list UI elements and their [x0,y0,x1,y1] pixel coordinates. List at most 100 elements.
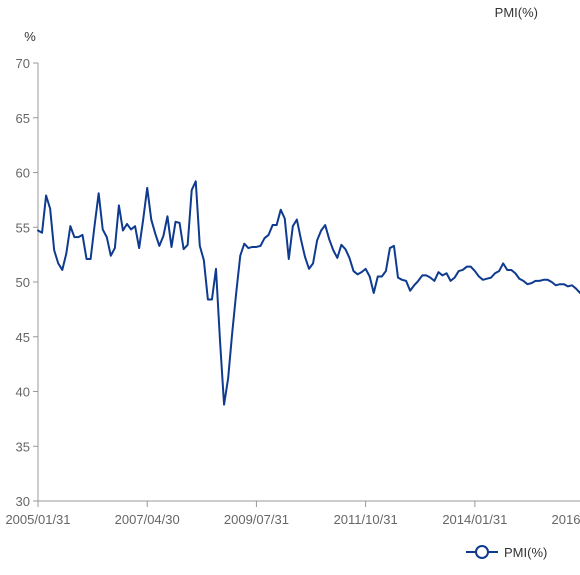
data-point[interactable] [352,270,355,273]
data-point[interactable] [490,276,493,279]
data-point[interactable] [142,218,145,221]
data-point[interactable] [433,279,436,282]
data-point[interactable] [328,238,331,241]
data-point[interactable] [214,267,217,270]
data-point[interactable] [190,189,193,192]
data-point[interactable] [550,281,553,284]
data-point[interactable] [295,218,298,221]
data-point[interactable] [473,270,476,273]
data-point[interactable] [465,265,468,268]
data-point[interactable] [498,270,501,273]
data-point[interactable] [518,277,521,280]
data-point[interactable] [239,254,242,257]
data-point[interactable] [271,224,274,227]
data-point[interactable] [97,192,100,195]
data-point[interactable] [223,403,226,406]
data-point[interactable] [303,255,306,258]
data-point[interactable] [275,224,278,227]
data-point[interactable] [566,285,569,288]
data-point[interactable] [166,215,169,218]
data-point[interactable] [372,291,375,294]
data-point[interactable] [202,259,205,262]
data-point[interactable] [384,270,387,273]
data-point[interactable] [125,222,128,225]
data-point[interactable] [291,225,294,228]
data-point[interactable] [206,298,209,301]
data-point[interactable] [259,244,262,247]
data-point[interactable] [437,271,440,274]
data-point[interactable] [109,254,112,257]
data-point[interactable] [312,262,315,265]
data-point[interactable] [421,274,424,277]
data-point[interactable] [219,340,222,343]
data-point[interactable] [243,242,246,245]
legend[interactable]: PMI(%) [466,545,547,560]
data-point[interactable] [388,247,391,250]
data-point[interactable] [57,262,60,265]
data-point[interactable] [409,289,412,292]
data-point[interactable] [146,186,149,189]
data-point[interactable] [429,276,432,279]
data-point[interactable] [267,233,270,236]
data-point[interactable] [449,279,452,282]
data-point[interactable] [45,194,48,197]
data-point[interactable] [401,278,404,281]
data-point[interactable] [283,217,286,220]
data-point[interactable] [85,258,88,261]
data-point[interactable] [494,272,497,275]
data-point[interactable] [210,298,213,301]
data-point[interactable] [538,279,541,282]
data-point[interactable] [162,235,165,238]
data-point[interactable] [41,231,44,234]
data-point[interactable] [263,237,266,240]
data-point[interactable] [477,275,480,278]
data-point[interactable] [392,244,395,247]
data-point[interactable] [231,332,234,335]
data-point[interactable] [417,279,420,282]
data-point[interactable] [251,245,254,248]
data-point[interactable] [158,244,161,247]
data-point[interactable] [376,275,379,278]
data-point[interactable] [554,284,557,287]
data-point[interactable] [154,232,157,235]
data-point[interactable] [522,279,525,282]
data-point[interactable] [574,287,577,290]
data-point[interactable] [506,268,509,271]
data-point[interactable] [441,274,444,277]
data-point[interactable] [332,249,335,252]
data-point[interactable] [255,245,258,248]
data-point[interactable] [510,268,513,271]
data-point[interactable] [558,283,561,286]
data-point[interactable] [405,279,408,282]
data-point[interactable] [316,239,319,242]
data-point[interactable] [49,207,52,210]
data-point[interactable] [534,279,537,282]
data-point[interactable] [287,258,290,261]
data-point[interactable] [186,243,189,246]
data-point[interactable] [93,224,96,227]
data-point[interactable] [53,249,56,252]
data-point[interactable] [235,291,238,294]
data-point[interactable] [194,180,197,183]
data-point[interactable] [308,267,311,270]
data-point[interactable] [562,283,565,286]
data-point[interactable] [77,236,80,239]
data-point[interactable] [481,278,484,281]
data-point[interactable] [81,233,84,236]
data-point[interactable] [117,204,120,207]
data-point[interactable] [526,283,529,286]
series-line-pmi[interactable] [37,180,580,406]
data-point[interactable] [364,267,367,270]
data-point[interactable] [445,272,448,275]
data-point[interactable] [178,221,181,224]
data-point[interactable] [101,228,104,231]
data-point[interactable] [69,225,72,228]
data-point[interactable] [340,243,343,246]
data-point[interactable] [324,224,327,227]
data-point[interactable] [336,256,339,259]
data-point[interactable] [105,236,108,239]
data-point[interactable] [457,270,460,273]
data-point[interactable] [530,282,533,285]
data-point[interactable] [73,236,76,239]
data-point[interactable] [514,272,517,275]
